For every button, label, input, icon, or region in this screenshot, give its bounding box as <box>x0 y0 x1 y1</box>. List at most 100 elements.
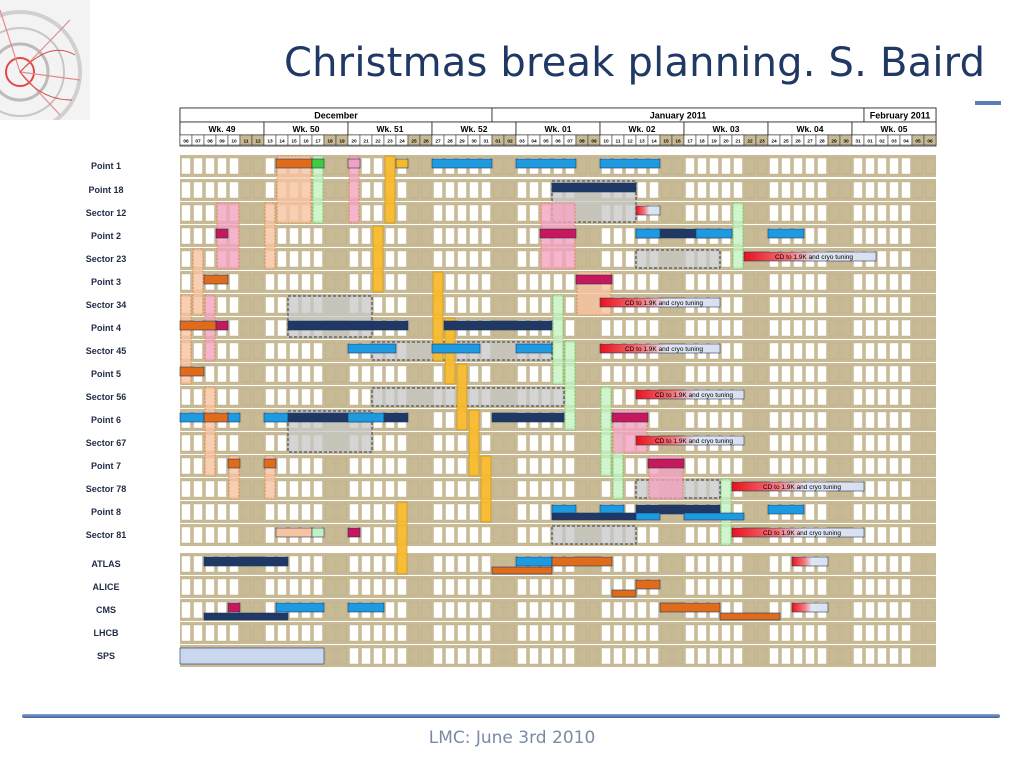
day-slot <box>373 157 383 175</box>
day-slot <box>397 365 407 383</box>
task-bar <box>635 435 745 446</box>
day-label: 29 <box>831 139 837 145</box>
day-slot <box>457 647 467 665</box>
day-slot <box>289 273 299 291</box>
day-slot <box>661 411 671 429</box>
row-label: Point 5 <box>91 369 121 379</box>
day-slot <box>901 503 911 521</box>
day-slot <box>877 296 887 314</box>
day-slot <box>925 365 935 383</box>
day-slot <box>817 624 827 642</box>
day-slot <box>757 555 767 573</box>
day-slot <box>289 555 299 573</box>
day-slot <box>517 526 527 544</box>
day-slot <box>805 181 815 199</box>
day-slot <box>781 296 791 314</box>
day-slot <box>601 578 611 596</box>
day-slot <box>625 319 635 337</box>
day-slot <box>421 624 431 642</box>
task-bar <box>539 228 577 239</box>
day-slot <box>409 250 419 268</box>
day-slot <box>553 457 563 475</box>
day-slot <box>673 365 683 383</box>
day-slot <box>325 647 335 665</box>
day-slot <box>409 319 419 337</box>
day-slot <box>457 434 467 452</box>
day-label: 11 <box>243 139 248 145</box>
day-slot <box>517 647 527 665</box>
task-bar <box>491 412 565 423</box>
day-slot <box>217 457 227 475</box>
day-slot <box>925 388 935 406</box>
day-slot <box>493 526 503 544</box>
day-slot <box>793 578 803 596</box>
day-slot <box>373 181 383 199</box>
day-slot <box>421 181 431 199</box>
day-slot <box>193 480 203 498</box>
day-slot <box>229 578 239 596</box>
day-slot <box>697 624 707 642</box>
day-slot <box>637 601 647 619</box>
day-slot <box>229 342 239 360</box>
day-slot <box>913 578 923 596</box>
day-slot <box>745 342 755 360</box>
day-slot <box>589 388 599 406</box>
day-slot <box>901 457 911 475</box>
day-slot <box>313 503 323 521</box>
day-slot <box>889 503 899 521</box>
day-slot <box>313 342 323 360</box>
day-slot <box>625 227 635 245</box>
day-slot <box>601 250 611 268</box>
day-slot <box>277 388 287 406</box>
day-slot <box>829 388 839 406</box>
row-label: Point 2 <box>91 231 121 241</box>
day-slot <box>649 365 659 383</box>
day-slot <box>781 555 791 573</box>
day-slot <box>265 273 275 291</box>
day-slot <box>829 624 839 642</box>
day-slot <box>385 480 395 498</box>
day-slot <box>757 319 767 337</box>
day-slot <box>733 624 743 642</box>
task-bar <box>551 512 637 521</box>
day-slot <box>205 503 215 521</box>
day-slot <box>337 365 347 383</box>
day-slot <box>397 434 407 452</box>
day-slot <box>853 296 863 314</box>
day-slot <box>469 250 479 268</box>
day-slot <box>901 434 911 452</box>
day-label: 24 <box>771 139 777 145</box>
day-label: 07 <box>195 139 201 145</box>
day-slot <box>709 647 719 665</box>
day-slot <box>925 181 935 199</box>
day-slot <box>841 434 851 452</box>
week-label: Wk. 01 <box>545 124 572 134</box>
day-slot <box>397 273 407 291</box>
day-slot <box>853 647 863 665</box>
day-slot <box>673 411 683 429</box>
day-slot <box>193 342 203 360</box>
day-slot <box>205 157 215 175</box>
task-bar-label: CD to 1.9K and cryo tuning <box>655 392 733 399</box>
task-bar <box>551 504 577 515</box>
day-slot <box>505 181 515 199</box>
day-slot <box>577 388 587 406</box>
day-slot <box>889 411 899 429</box>
task-bar <box>731 527 865 538</box>
day-slot <box>541 578 551 596</box>
day-slot <box>217 578 227 596</box>
day-slot <box>325 526 335 544</box>
day-slot <box>853 411 863 429</box>
day-label: 26 <box>423 139 429 145</box>
day-slot <box>697 273 707 291</box>
task-bar-label: CD to 1.9K and cryo tuning <box>625 346 703 353</box>
day-slot <box>565 601 575 619</box>
day-slot <box>397 601 407 619</box>
day-label: 01 <box>495 139 501 145</box>
day-slot <box>565 319 575 337</box>
day-slot <box>889 457 899 475</box>
day-slot <box>529 578 539 596</box>
day-slot <box>385 526 395 544</box>
day-slot <box>745 411 755 429</box>
day-slot <box>745 578 755 596</box>
